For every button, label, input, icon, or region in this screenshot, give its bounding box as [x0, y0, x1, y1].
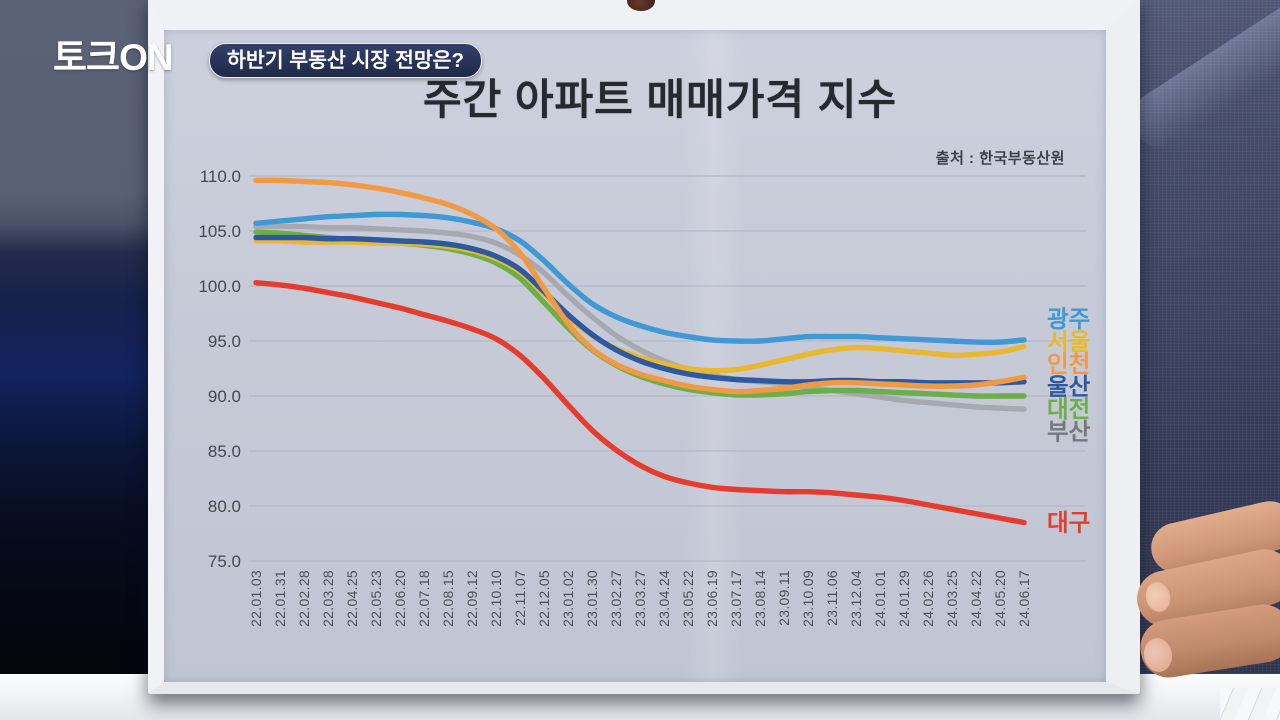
- chart-title: 주간 아파트 매매가격 지수: [422, 76, 898, 123]
- board-clip: [627, 0, 655, 11]
- plastic-sleeve-sheen: [684, 30, 744, 682]
- chart-source: 출처 : 한국부동산원: [935, 150, 1065, 167]
- studio-background: [0, 0, 152, 720]
- desk-papers: [1220, 688, 1280, 720]
- headline-banner: 하반기 부동산 시장 전망은?: [209, 43, 483, 78]
- show-logo: 토크ON: [53, 37, 174, 78]
